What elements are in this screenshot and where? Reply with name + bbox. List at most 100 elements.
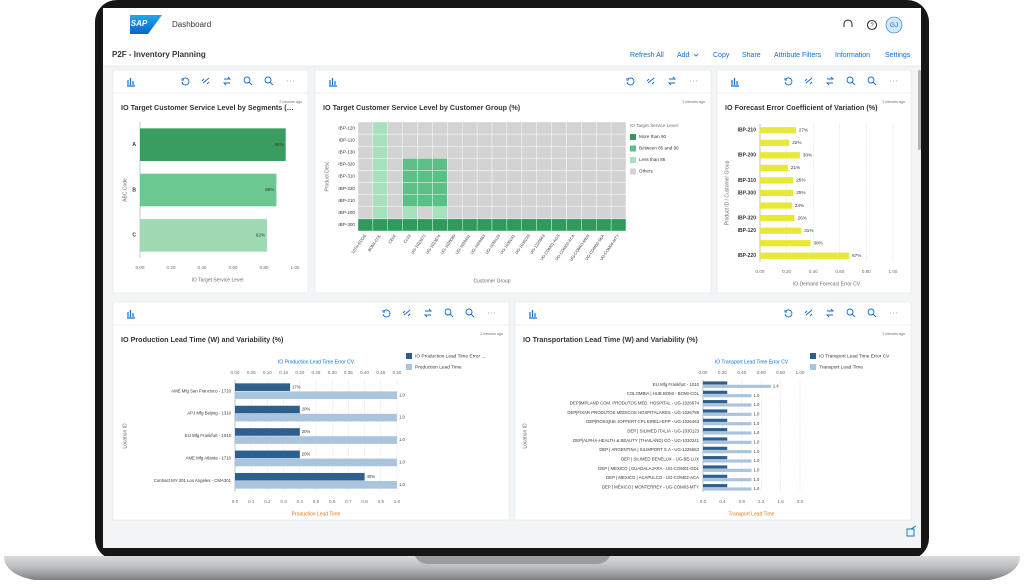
- toolbar-icon[interactable]: [402, 309, 411, 317]
- legend-label[interactable]: IO Transport Lead Time Error CV: [819, 353, 890, 359]
- legend-label[interactable]: Production Lead Time: [415, 364, 462, 370]
- page-action[interactable]: Attribute Filters: [774, 52, 822, 59]
- data-label: 1.0: [754, 402, 760, 407]
- legend-label[interactable]: IO Production Lead Time Error ...: [415, 353, 485, 359]
- heat-cell: [476, 206, 493, 220]
- toolbar-icon[interactable]: [804, 309, 813, 317]
- chart-type-icon[interactable]: [127, 78, 135, 87]
- category-label: A: [132, 142, 136, 148]
- data-label: 1.0: [754, 477, 760, 482]
- toolbar-icon[interactable]: [465, 308, 475, 318]
- legend-swatch[interactable]: [406, 364, 412, 370]
- toolbar-icon[interactable]: [804, 77, 813, 85]
- page-action[interactable]: Copy: [713, 52, 730, 59]
- dropdown-chevron[interactable]: [693, 53, 699, 57]
- x-tick-label: 0.8: [361, 499, 368, 504]
- headset-icon[interactable]: [843, 19, 853, 27]
- toolbar-icon[interactable]: [222, 76, 232, 86]
- category-label: DEP|IMPLAND COM. PRODUTOS MED. HOSPITAL …: [570, 400, 700, 405]
- heat-cell: [372, 170, 388, 183]
- toolbar-icon[interactable]: [846, 76, 856, 86]
- heat-cell: [536, 133, 552, 147]
- toolbar-icon[interactable]: [825, 308, 835, 318]
- row-label: IBP-220: [338, 186, 355, 191]
- heat-cell: [372, 121, 388, 135]
- toolbar-icon[interactable]: [626, 77, 635, 86]
- category-label: COLOMBIA | HUB BOMI - BOMI-COL: [627, 391, 700, 396]
- user-avatar[interactable]: [885, 16, 903, 34]
- x-tick-label: 0.60: [757, 370, 766, 375]
- page-action[interactable]: Information: [835, 52, 870, 59]
- toolbar-icon[interactable]: [825, 76, 835, 86]
- toolbar-icon[interactable]: [264, 76, 274, 86]
- legend-label[interactable]: Others: [639, 169, 653, 174]
- toolbar-icon[interactable]: [784, 309, 793, 318]
- toolbar-icon[interactable]: [181, 77, 190, 86]
- legend-label[interactable]: Transport Lead Time: [819, 364, 863, 370]
- bar: [760, 227, 802, 234]
- heat-cell: [432, 194, 448, 207]
- page-action[interactable]: Refresh All: [630, 52, 664, 59]
- toolbar-icon[interactable]: [784, 77, 793, 86]
- heat-cell: [447, 133, 463, 147]
- legend-label[interactable]: Less than 85: [639, 157, 666, 162]
- help-icons[interactable]: ?: [843, 19, 878, 31]
- toolbar-icon[interactable]: [867, 308, 877, 318]
- toolbar-icon[interactable]: [382, 309, 391, 318]
- bar: [235, 383, 291, 391]
- heat-cell: [462, 218, 478, 232]
- data-label: 1.0: [754, 458, 760, 463]
- bar: [760, 127, 796, 134]
- help-icon[interactable]: [866, 19, 878, 31]
- toolbar-icon[interactable]: [423, 308, 433, 318]
- chart-type-icon[interactable]: [529, 310, 537, 319]
- heat-cell: [372, 194, 388, 207]
- x-tick-label: 0.80: [776, 370, 785, 375]
- x-tick-label: 1.00: [291, 265, 300, 270]
- bar: [235, 481, 397, 489]
- heat-cell: [491, 218, 508, 232]
- toolbar-icon[interactable]: [646, 77, 655, 85]
- legend-swatch[interactable]: [630, 145, 636, 152]
- heat-cell: [566, 194, 582, 207]
- x-tick-label: 0.80: [260, 265, 269, 270]
- toolbar-icon[interactable]: [243, 76, 253, 86]
- toolbar-icon[interactable]: [846, 308, 856, 318]
- heat-cell: [447, 194, 463, 207]
- legend-swatch[interactable]: [406, 353, 412, 359]
- legend-swatch[interactable]: [630, 168, 636, 175]
- data-label: 27%: [799, 127, 808, 132]
- data-label: 1.0: [754, 421, 760, 426]
- heat-cell: [536, 218, 552, 232]
- page-action[interactable]: Add: [677, 52, 690, 59]
- legend-swatch[interactable]: [810, 353, 816, 359]
- chart-type-icon[interactable]: [329, 78, 337, 87]
- toolbar-icon[interactable]: [444, 308, 454, 318]
- legend-swatch[interactable]: [810, 364, 816, 370]
- legend-label[interactable]: Between 85 and 90: [639, 146, 679, 151]
- heat-cell: [610, 146, 627, 159]
- toolbar-icon[interactable]: [867, 76, 877, 86]
- scrollbar[interactable]: [918, 70, 921, 150]
- legend-swatch[interactable]: [630, 157, 636, 163]
- chart-type-icon[interactable]: [731, 78, 739, 87]
- heat-cell: [372, 158, 388, 171]
- chart-type-icon[interactable]: [127, 310, 135, 319]
- toolbar-icon[interactable]: [201, 77, 210, 85]
- laptop-notch: [415, 556, 610, 564]
- chart-title: IO Target Customer Service Level by Segm…: [121, 103, 294, 112]
- page-title: P2F - Inventory Planning: [112, 50, 206, 59]
- page-action[interactable]: Share: [742, 52, 761, 59]
- expand-icon[interactable]: [906, 525, 917, 537]
- page-action[interactable]: Settings: [885, 52, 911, 59]
- heat-cell: [432, 218, 448, 232]
- legend-swatch[interactable]: [630, 134, 636, 140]
- legend-label[interactable]: More than 90: [639, 134, 667, 139]
- toolbar-icon[interactable]: [667, 76, 677, 86]
- heat-cell: [521, 133, 537, 147]
- bar: [760, 177, 794, 184]
- heat-cell: [476, 121, 493, 135]
- data-label: 25%: [796, 178, 805, 183]
- sap-logo[interactable]: [130, 15, 162, 34]
- heat-cell: [506, 182, 522, 195]
